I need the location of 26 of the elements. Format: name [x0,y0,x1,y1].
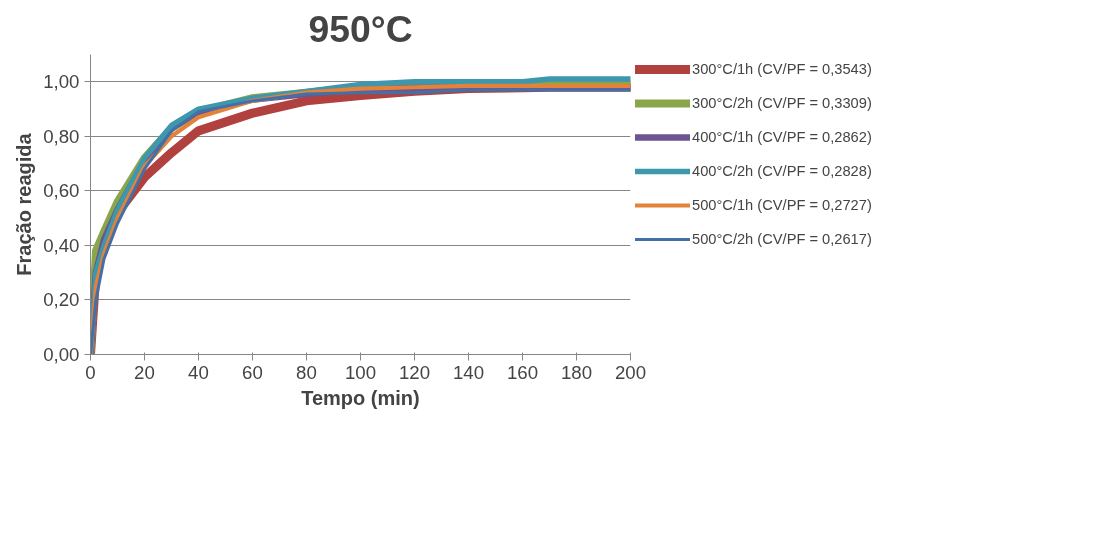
y-tick-label: 1,00 [43,71,80,93]
legend-label: 500°C/1h (CV/PF = 0,2727) [692,197,872,213]
chart-title: 950°C [308,7,413,50]
x-tick-label: 0 [85,361,96,383]
y-tick-label: 0,20 [43,289,80,311]
y-tick-label: 0,40 [43,234,80,256]
legend-label: 400°C/1h (CV/PF = 0,2862) [692,129,872,145]
x-tick-label: 40 [188,361,209,383]
y-axis-title: Fração reagida [13,132,36,276]
x-tick-label: 180 [560,361,593,383]
x-tick-label: 80 [296,361,317,383]
x-tick-label: 100 [344,361,377,383]
legend-label: 300°C/1h (CV/PF = 0,3543) [692,61,872,77]
x-tick-label: 60 [242,361,263,383]
legend-label: 400°C/2h (CV/PF = 0,2828) [692,163,872,179]
y-tick-label: 0,00 [43,344,80,365]
x-tick-label: 200 [614,361,647,383]
x-tick-label: 20 [134,361,155,383]
legend-label: 500°C/2h (CV/PF = 0,2617) [692,231,872,247]
y-tick-label: 0,60 [43,180,80,202]
x-tick-label: 120 [398,361,431,383]
x-axis-title: Tempo (min) [301,386,420,409]
x-tick-label: 160 [506,361,539,383]
x-tick-label: 140 [452,361,485,383]
legend-label: 300°C/2h (CV/PF = 0,3309) [692,95,872,111]
y-tick-label: 0,80 [43,125,80,147]
